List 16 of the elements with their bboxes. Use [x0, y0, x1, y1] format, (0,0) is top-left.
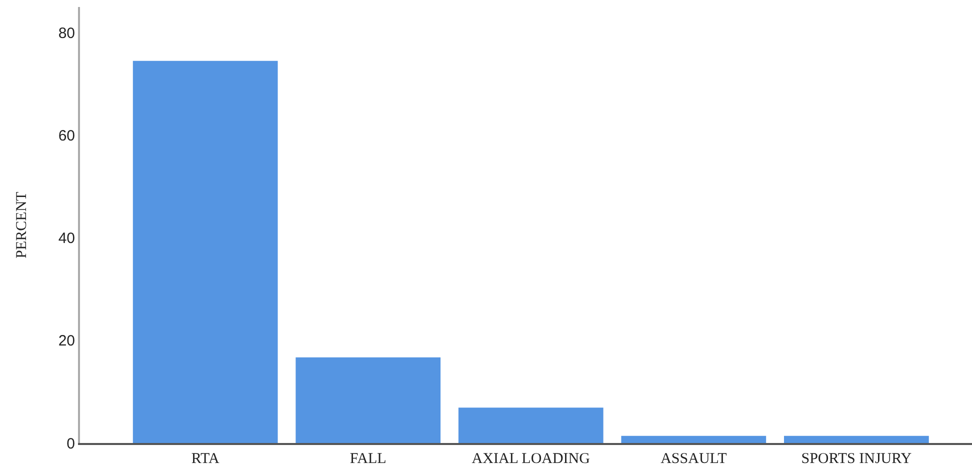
x-tick-label: RTA	[191, 450, 220, 467]
x-tick-label: FALL	[350, 450, 386, 467]
bar	[621, 436, 766, 443]
x-tick-label: SPORTS INJURY	[801, 450, 912, 467]
bar	[132, 60, 278, 443]
x-tick-label: ASSAULT	[660, 450, 727, 467]
y-tick-label: 20	[58, 332, 75, 350]
y-axis-title: PERCENT	[14, 192, 30, 258]
x-tick-label: AXIAL LOADING	[472, 450, 590, 467]
y-tick-label: 60	[58, 127, 75, 144]
bar	[458, 408, 604, 443]
y-tick-label: 80	[58, 24, 75, 42]
y-tick-label: 0	[66, 435, 75, 452]
y-tick-label: 40	[58, 230, 75, 248]
bar	[784, 436, 929, 443]
bar	[296, 357, 441, 443]
